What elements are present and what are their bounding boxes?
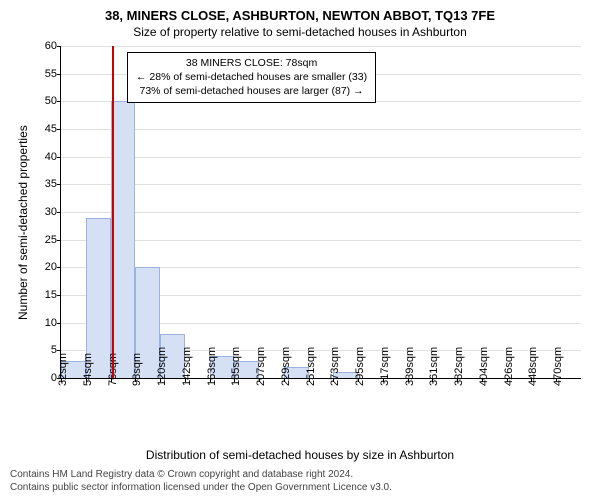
x-tick-label: 470sqm	[552, 347, 564, 386]
annotation-line-3: 73% of semi-detached houses are larger (…	[136, 84, 367, 98]
y-tick-mark	[57, 267, 61, 268]
x-tick-label: 361sqm	[428, 347, 440, 386]
annotation-line-1: 38 MINERS CLOSE: 78sqm	[136, 56, 367, 70]
x-tick-label: 229sqm	[280, 347, 292, 386]
y-tick-mark	[57, 240, 61, 241]
grid-line	[61, 184, 581, 185]
annotation-box: 38 MINERS CLOSE: 78sqm ← 28% of semi-det…	[127, 52, 376, 103]
property-marker-line	[112, 46, 114, 378]
y-tick-mark	[57, 350, 61, 351]
x-tick-label: 207sqm	[255, 347, 267, 386]
x-tick-label: 426sqm	[503, 347, 515, 386]
x-tick-label: 120sqm	[156, 347, 168, 386]
y-tick-label: 45	[33, 123, 57, 135]
y-tick-mark	[57, 295, 61, 296]
y-tick-label: 50	[33, 95, 57, 107]
histogram-plot: 05101520253035404550556032sqm54sqm76sqm9…	[60, 46, 581, 379]
histogram-bar	[111, 101, 136, 378]
x-tick-label: 142sqm	[181, 347, 193, 386]
y-tick-mark	[57, 101, 61, 102]
y-tick-label: 25	[33, 234, 57, 246]
x-tick-label: 339sqm	[404, 347, 416, 386]
y-tick-mark	[57, 212, 61, 213]
page-title: 38, MINERS CLOSE, ASHBURTON, NEWTON ABBO…	[0, 0, 600, 23]
grid-line	[61, 157, 581, 158]
grid-line	[61, 46, 581, 47]
y-tick-label: 15	[33, 289, 57, 301]
x-tick-label: 404sqm	[478, 347, 490, 386]
grid-line	[61, 240, 581, 241]
y-tick-label: 40	[33, 151, 57, 163]
y-tick-mark	[57, 46, 61, 47]
x-tick-label: 382sqm	[453, 347, 465, 386]
y-tick-label: 60	[33, 40, 57, 52]
x-tick-label: 448sqm	[527, 347, 539, 386]
y-tick-label: 0	[33, 372, 57, 384]
annotation-line-2: ← 28% of semi-detached houses are smalle…	[136, 70, 367, 84]
x-tick-label: 317sqm	[379, 347, 391, 386]
x-tick-label: 251sqm	[305, 347, 317, 386]
x-tick-label: 163sqm	[206, 347, 218, 386]
attribution-line-1: Contains HM Land Registry data © Crown c…	[10, 469, 392, 482]
grid-line	[61, 212, 581, 213]
x-axis-label: Distribution of semi-detached houses by …	[0, 448, 600, 462]
y-tick-label: 35	[33, 178, 57, 190]
x-tick-label: 98sqm	[131, 353, 143, 386]
attribution-line-2: Contains public sector information licen…	[10, 482, 392, 495]
y-tick-mark	[57, 74, 61, 75]
y-tick-mark	[57, 184, 61, 185]
y-tick-label: 55	[33, 68, 57, 80]
x-tick-label: 273sqm	[329, 347, 341, 386]
grid-line	[61, 129, 581, 130]
attribution-text: Contains HM Land Registry data © Crown c…	[10, 469, 392, 494]
x-tick-label: 185sqm	[230, 347, 242, 386]
y-tick-label: 20	[33, 261, 57, 273]
y-tick-mark	[57, 323, 61, 324]
y-tick-mark	[57, 129, 61, 130]
y-tick-mark	[57, 157, 61, 158]
x-tick-label: 54sqm	[82, 353, 94, 386]
y-tick-label: 10	[33, 317, 57, 329]
x-tick-label: 295sqm	[354, 347, 366, 386]
chart-subtitle: Size of property relative to semi-detach…	[0, 23, 600, 39]
y-axis-label: Number of semi-detached properties	[16, 125, 30, 320]
y-tick-label: 30	[33, 206, 57, 218]
y-tick-label: 5	[33, 344, 57, 356]
x-tick-label: 32sqm	[57, 353, 69, 386]
